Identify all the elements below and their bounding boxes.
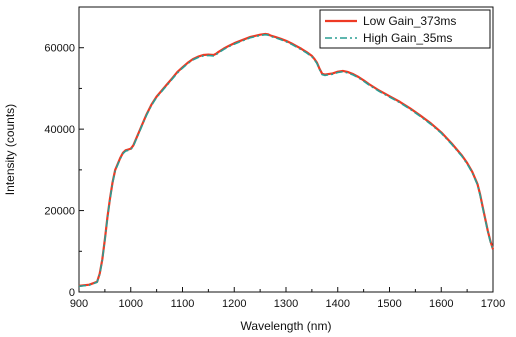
legend: Low Gain_373ms High Gain_35ms <box>319 9 491 49</box>
tick-layer: 900 1000 1100 1200 1300 1400 1500 1600 1700 0 2000… <box>44 6 505 310</box>
x-tick-label: 1100 <box>171 298 195 310</box>
x-tick-label: 1000 <box>119 298 143 310</box>
x-tick-label: 1500 <box>377 298 401 310</box>
legend-label-high-gain: High Gain_35ms <box>363 31 452 45</box>
x-tick-label: 1400 <box>326 298 350 310</box>
x-tick-label: 1700 <box>481 298 505 310</box>
series-layer <box>78 32 495 288</box>
series-line-low-gain <box>78 32 495 287</box>
plot-frame <box>78 6 494 293</box>
y-tick-label: 20000 <box>44 206 75 218</box>
y-axis-title: Intensity (counts) <box>3 104 17 195</box>
x-axis-title: Wavelength (nm) <box>241 319 332 333</box>
x-tick-label: 900 <box>70 298 88 310</box>
x-tick-label: 1200 <box>222 298 246 310</box>
legend-label-low-gain: Low Gain_373ms <box>363 14 456 28</box>
y-tick-label: 0 <box>69 287 75 299</box>
series-line-high-gain <box>78 33 494 288</box>
y-tick-label: 40000 <box>44 124 75 136</box>
legend-box <box>319 9 491 49</box>
x-tick-label: 1600 <box>429 298 453 310</box>
x-tick-label: 1300 <box>274 298 298 310</box>
y-tick-label: 60000 <box>44 43 75 55</box>
